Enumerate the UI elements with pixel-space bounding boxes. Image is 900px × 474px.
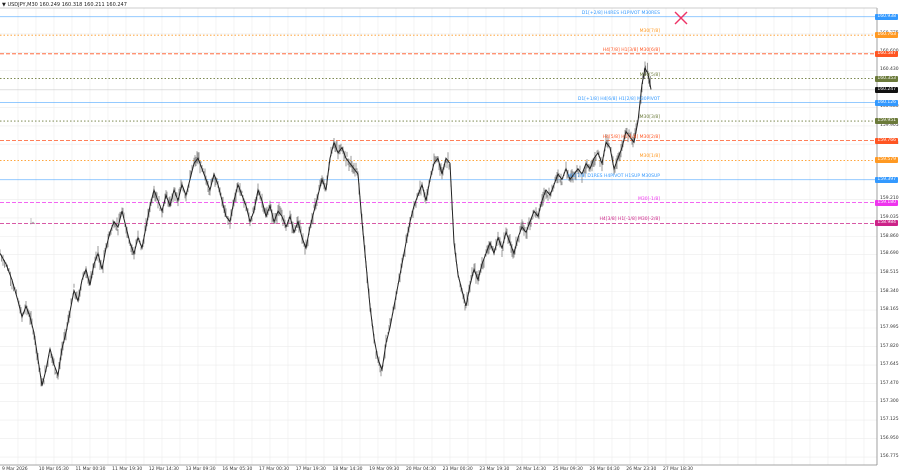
cursor-icon: [30, 218, 36, 225]
y-axis-tick-label: 157.645: [880, 362, 899, 368]
price-tag: 159.397: [875, 176, 898, 183]
price-tag: 160.126: [875, 99, 898, 106]
x-axis-tick-label: 11 Mar 19:30: [112, 467, 143, 472]
level-label: D1[+1/8] H4[6/8] H1[2/8] M30PIVOT: [577, 96, 660, 102]
x-marker-icon[interactable]: [674, 11, 688, 25]
level-label: D1[+2/8] H4RES H1PIVOT M30RES: [581, 10, 660, 16]
y-axis-tick-label: 157.995: [880, 325, 899, 330]
level-label: M30[7/8]: [639, 29, 660, 35]
y-axis-tick-label: 159.035: [880, 214, 899, 220]
price-tag: 159.766: [875, 137, 898, 144]
x-axis-tick-label: 17 Mar 00:30: [259, 467, 290, 472]
current-price-tag: 160.247: [875, 86, 898, 93]
x-axis-tick-label: 23 Mar 19:30: [479, 467, 510, 472]
x-axis-tick-label: 25 Mar 09:30: [552, 467, 583, 472]
level-label: H4[3/8] H1[-1/8] M30[-2/8]: [599, 217, 660, 223]
x-axis-tick-label: 20 Mar 04:30: [405, 467, 436, 472]
x-axis-tick-label: 24 Mar 14:30: [516, 467, 547, 472]
x-axis-tick-label: 19 Mar 09:30: [369, 467, 400, 472]
x-axis-tick-label: 11 Mar 00:30: [75, 467, 106, 472]
x-axis-tick-label: 13 Mar 09:30: [185, 467, 216, 472]
level-label: M30[-1/8]: [638, 196, 660, 202]
x-axis-tick-label: 23 Mar 00:30: [442, 467, 473, 472]
y-axis-tick-label: 156.950: [880, 435, 899, 441]
level-label: M30[3/8]: [639, 115, 660, 121]
price-tag: 160.353: [875, 75, 898, 82]
x-axis-tick-label: 9 Mar 2026: [2, 467, 28, 472]
price-tag: 160.587: [875, 50, 898, 57]
symbol-ohlc-header: ▼ USDJPY,M30 160.249 160.318 160.211 160…: [2, 2, 127, 8]
price-tag: 160.763: [875, 32, 898, 39]
y-axis-tick-label: 160.430: [880, 67, 899, 73]
x-axis-tick-label: 12 Mar 14:30: [148, 467, 179, 472]
y-axis-tick-label: 157.300: [880, 398, 899, 404]
y-axis-tick-label: 158.860: [880, 233, 899, 239]
price-tag: 158.984: [875, 220, 898, 227]
level-label: H4[7/8] H1[3/8] M30[6/8]: [602, 47, 660, 53]
price-tag: 159.951: [875, 118, 898, 125]
y-axis-tick-label: 160.080: [880, 104, 899, 110]
y-axis-tick-label: 156.775: [880, 454, 899, 460]
y-axis-tick-label: 157.820: [880, 343, 899, 349]
y-axis-tick-label: 157.470: [880, 380, 899, 386]
price-tag: 160.938: [875, 13, 898, 20]
x-axis-tick-label: 10 Mar 05:30: [38, 467, 69, 472]
y-axis-tick-label: 159.905: [880, 122, 899, 128]
level-label: W1[7/8] D1RES H4PIVOT H1SUP M30SUP: [567, 173, 660, 179]
level-label: M30[5/8]: [639, 72, 660, 78]
x-axis-tick-label: 16 Mar 05:30: [222, 467, 253, 472]
y-axis-tick-label: 158.340: [880, 288, 899, 294]
level-label: M30[1/8]: [639, 154, 660, 160]
y-axis-tick-label: 158.515: [880, 269, 899, 275]
x-axis-tick-label: 26 Mar 04:30: [589, 467, 620, 472]
price-tag: 159.579: [875, 157, 898, 164]
y-axis-tick-label: 157.125: [880, 417, 899, 423]
x-axis-tick-label: 26 Mar 23:30: [626, 467, 657, 472]
level-label: H4[5/8] H1[1/8] M30[2/8]: [602, 134, 660, 140]
y-axis-tick-label: 158.690: [880, 251, 899, 257]
collapse-triangle-icon[interactable]: ▼: [2, 2, 6, 8]
y-axis-tick-label: 158.165: [880, 307, 899, 313]
price-tag: 159.180: [875, 199, 898, 206]
x-axis-tick-label: 18 Mar 14:30: [332, 467, 363, 472]
symbol-ohlc-text: USDJPY,M30 160.249 160.318 160.211 160.2…: [7, 2, 127, 8]
x-axis-tick-label: 17 Mar 19:30: [295, 467, 326, 472]
y-axis-tick-label: 159.210: [880, 196, 899, 202]
price-series: [0, 66, 652, 386]
x-axis-tick-label: 27 Mar 18:30: [663, 467, 694, 472]
